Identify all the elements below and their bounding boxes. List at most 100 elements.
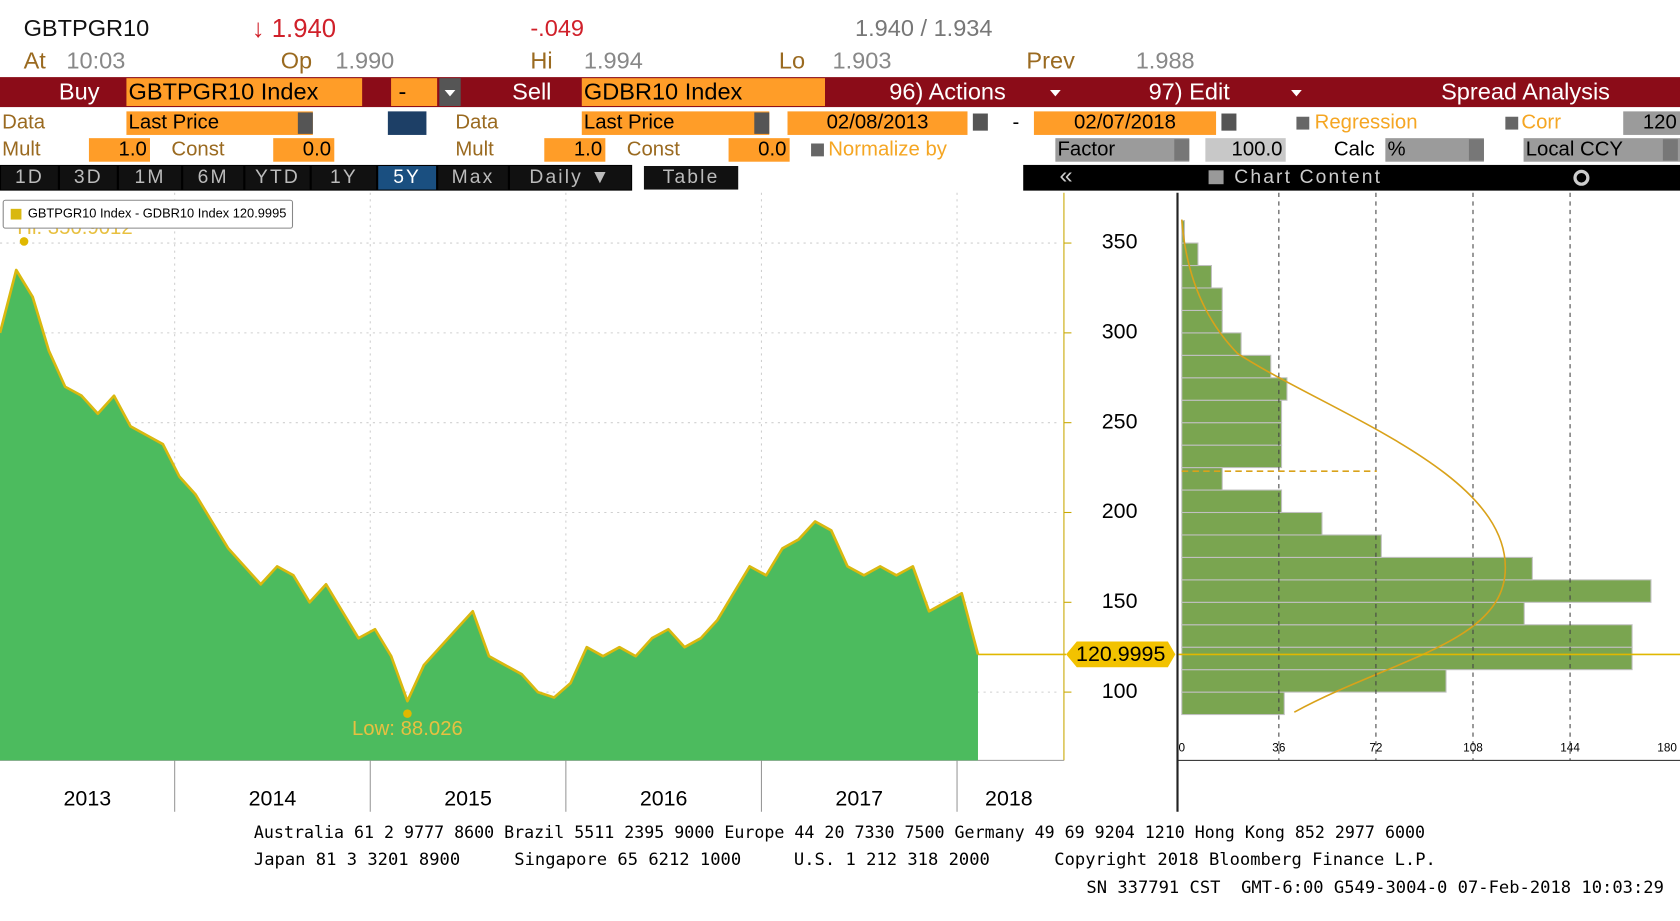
input-value: 1.0: [118, 138, 146, 160]
checkbox-label: Corr: [1521, 112, 1561, 134]
footer-text: U.S. 1 212 318 2000: [794, 850, 990, 870]
period-button[interactable]: [118, 165, 182, 190]
area-line: [0, 268, 980, 703]
field-label: Mult: [2, 138, 41, 160]
checkbox[interactable]: [811, 143, 824, 157]
period-button[interactable]: [311, 165, 377, 190]
histogram-bar: [1181, 489, 1283, 514]
operator: -: [399, 78, 407, 104]
field-label: Data: [455, 112, 499, 134]
input-box[interactable]: [581, 111, 770, 135]
chart-layer: 100 150 200 250 300 350 2013 2014 2015 2016 2017 20…: [0, 192, 1652, 812]
histogram-bar: [1181, 646, 1633, 671]
y-tick-label: 350: [1102, 230, 1138, 254]
input-box[interactable]: [1523, 138, 1680, 162]
sell-ticker: GDBR10 Index: [584, 78, 743, 104]
input-box[interactable]: [544, 138, 606, 162]
calendar-button[interactable]: [1221, 113, 1237, 131]
edit-menu: 97) Edit: [1149, 78, 1231, 104]
histogram-bar: [1181, 534, 1382, 558]
input-value: 0.0: [758, 138, 786, 160]
histogram-bar: [1181, 354, 1272, 379]
period-label: 1D: [15, 167, 44, 188]
input-value: Last Price: [129, 112, 219, 134]
histogram-bar: [1181, 332, 1242, 356]
x-tick-label: 2014: [249, 787, 297, 811]
x-tick-label: 144: [1560, 742, 1580, 755]
legend-swatch: [10, 208, 22, 220]
ticker-input[interactable]: [126, 78, 363, 107]
period-label: Table: [663, 167, 720, 188]
field-label: Const: [171, 138, 225, 160]
input-box[interactable]: [787, 111, 968, 135]
period-button[interactable]: [643, 165, 739, 190]
checkbox[interactable]: [1296, 116, 1310, 130]
footer-text: Australia 61 2 9777 8600 Brazil 5511 239…: [254, 823, 1425, 843]
normal-curve: [1180, 219, 1507, 713]
input-box[interactable]: [88, 138, 150, 162]
quote-field: Prev: [1026, 47, 1075, 73]
quote-field: 1.990: [335, 47, 394, 73]
period-label: YTD: [255, 167, 300, 188]
operator-input[interactable]: [391, 78, 438, 107]
footer-text: Japan 81 3 3201 8900: [254, 850, 460, 870]
input-value: 0.0: [303, 138, 331, 160]
input-box[interactable]: [273, 138, 335, 162]
overlay-layer: GBTPGR10 ↓ 1.940 -.049 1.940 / 1.934 At 10:03…: [0, 15, 1680, 898]
quote-field: Hi: [530, 47, 552, 73]
period-button[interactable]: [60, 165, 117, 190]
input-box[interactable]: [728, 138, 790, 162]
x-tick-label: 2016: [640, 787, 688, 811]
view-title: Spread Analysis: [1441, 78, 1610, 104]
period-button[interactable]: [183, 165, 244, 190]
dropdown[interactable]: [754, 112, 770, 134]
histogram-bar: [1181, 287, 1223, 311]
dropdown-arrow: [1050, 89, 1061, 97]
annotation-point: [19, 237, 29, 246]
actions-menu: 96) Actions: [889, 78, 1006, 104]
settings-gear[interactable]: [1573, 169, 1590, 186]
input-box[interactable]: [1385, 138, 1484, 162]
histogram-bar: [1181, 691, 1285, 716]
dropdown[interactable]: [1174, 139, 1190, 161]
histogram-bar: [1181, 422, 1283, 446]
quote-field: Op: [281, 47, 312, 73]
dropdown[interactable]: [1468, 139, 1484, 161]
area-fill: [0, 270, 978, 761]
input-value: 1.0: [574, 138, 602, 160]
input-box[interactable]: [1205, 138, 1286, 162]
input-box[interactable]: [1033, 111, 1217, 135]
period-button[interactable]: [378, 165, 437, 190]
field-label: Mult: [455, 138, 494, 160]
period-label: 1Y: [330, 167, 358, 188]
input-value: 02/07/2018: [1074, 112, 1176, 134]
calendar-button[interactable]: [972, 113, 988, 131]
input-box[interactable]: [126, 111, 313, 135]
x-tick-label: 72: [1369, 742, 1382, 755]
ticker-input[interactable]: [581, 78, 825, 107]
dropdown[interactable]: [297, 112, 313, 134]
input-box[interactable]: [1055, 138, 1190, 162]
input-value: Last Price: [584, 112, 674, 134]
period-button[interactable]: [510, 165, 632, 190]
input-value: Factor: [1058, 138, 1116, 160]
input-box[interactable]: [1623, 111, 1680, 135]
period-button[interactable]: [438, 165, 508, 190]
histogram-bar: [1181, 579, 1652, 603]
period-button[interactable]: [245, 165, 310, 190]
swap-button[interactable]: [387, 111, 427, 135]
checkbox-label: Regression: [1315, 112, 1418, 134]
checkbox[interactable]: [1505, 116, 1519, 130]
x-tick-label: 108: [1463, 742, 1483, 755]
dropdown-arrow: [1291, 89, 1302, 97]
period-label: 3D: [74, 167, 103, 188]
y-tick-label: 100: [1102, 679, 1138, 703]
footer-text: Singapore 65 6212 1000: [514, 850, 741, 870]
quote-field: Lo: [779, 47, 805, 73]
dropdown[interactable]: [1662, 139, 1678, 161]
collapse-button: «: [1060, 162, 1073, 188]
period-button[interactable]: [1, 165, 58, 190]
y-tick-label: 200: [1102, 499, 1138, 523]
